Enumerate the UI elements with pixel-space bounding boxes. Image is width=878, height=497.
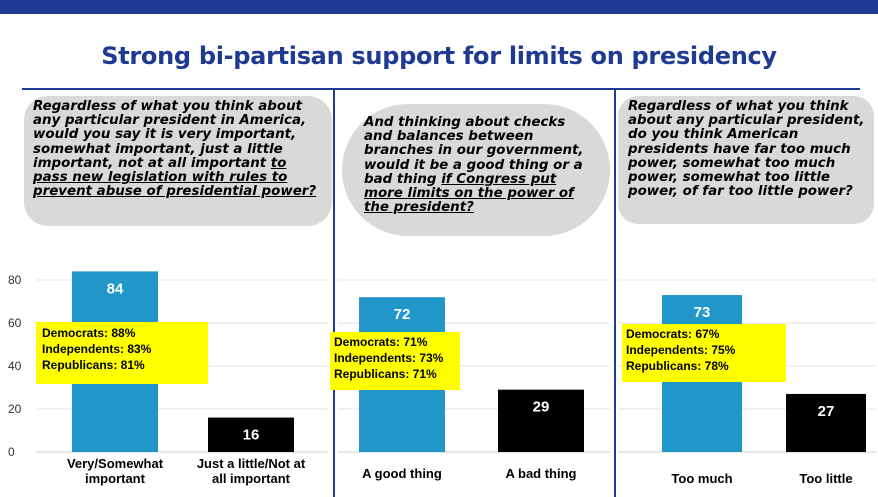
question-3-text: Regardless of what you think about any p…: [628, 99, 865, 200]
party-independents-1: Independents: 83%: [42, 342, 152, 356]
party-democrats-1: Democrats: 88%: [42, 326, 136, 340]
bar-value-label-1-2: 16: [243, 427, 260, 444]
question-bubble-1: Regardless of what you think about any p…: [24, 96, 332, 226]
party-independents-2: Independents: 73%: [334, 351, 444, 365]
party-democrats-2: Democrats: 71%: [334, 335, 428, 349]
question-2-text: And thinking about checks and balances b…: [364, 115, 584, 187]
question-1-emphasis: to pass new legislation with rules to pr…: [33, 155, 317, 200]
panel-divider-1: [333, 90, 335, 497]
bar-2-2: [498, 389, 584, 452]
question-1-text: Regardless of what you think about any p…: [33, 99, 307, 171]
bar-value-label-2-1: 72: [394, 306, 411, 323]
question-bubble-2: And thinking about checks and balances b…: [342, 104, 610, 236]
category-label-1-1-line-1: Very/Somewhat: [67, 456, 164, 471]
category-label-1-2-line-2: all important: [212, 471, 291, 486]
bar-3-2: [786, 393, 866, 452]
party-republicans-3: Republicans: 78%: [626, 359, 729, 373]
panel-divider-2: [614, 90, 616, 497]
bar-value-label-3-1: 73: [694, 304, 711, 321]
category-label-2-1: A good thing: [362, 466, 442, 481]
bar-value-label-1-1: 84: [107, 280, 124, 297]
question-2-emphasis: if Congress put more limits on the power…: [364, 171, 574, 216]
category-label-2-2: A bad thing: [505, 466, 576, 481]
category-label-1-1-line-2: important: [85, 471, 146, 486]
category-label-1-2-line-1: Just a little/Not at: [197, 456, 306, 471]
y-tick-20: 20: [8, 402, 22, 416]
party-breakdown-1: Democrats: 88% Independents: 83% Republi…: [36, 322, 208, 384]
category-label-3-1: Too much: [671, 471, 732, 486]
party-democrats-3: Democrats: 67%: [626, 327, 720, 341]
question-bubble-3: Regardless of what you think about any p…: [618, 96, 874, 224]
y-tick-80: 80: [8, 273, 22, 287]
bar-value-label-2-2: 29: [533, 399, 550, 416]
header-band: [0, 0, 878, 14]
y-tick-0: 0: [8, 445, 15, 459]
party-republicans-1: Republicans: 81%: [42, 358, 145, 372]
party-breakdown-2: Democrats: 71% Independents: 73% Republi…: [330, 332, 460, 390]
bar-value-label-3-2: 27: [818, 403, 835, 420]
party-breakdown-3: Democrats: 67% Independents: 75% Republi…: [622, 324, 786, 382]
title-rule: [22, 88, 860, 90]
y-tick-60: 60: [8, 316, 22, 330]
category-label-3-2: Too little: [799, 471, 852, 486]
bar-1-2: [208, 417, 294, 452]
slide-title: Strong bi-partisan support for limits on…: [101, 42, 777, 70]
y-tick-40: 40: [8, 359, 22, 373]
party-republicans-2: Republicans: 71%: [334, 367, 437, 381]
party-independents-3: Independents: 75%: [626, 343, 736, 357]
